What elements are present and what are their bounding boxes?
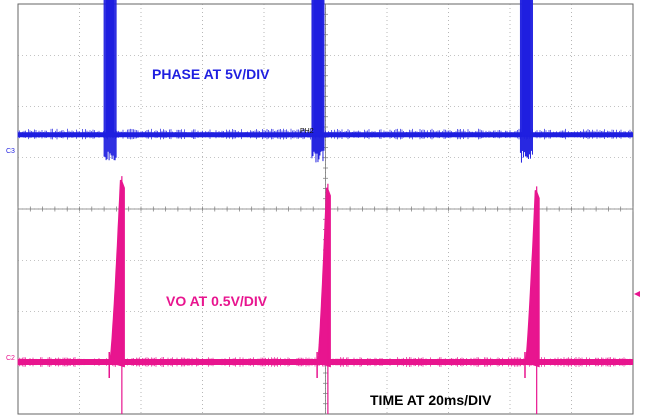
channel-marker-phase: C3: [6, 148, 15, 155]
vo-ramp: [524, 189, 540, 368]
vo-scale-label: VO AT 0.5V/DIV: [166, 293, 268, 309]
time-scale-label: TIME AT 20ms/DIV: [370, 392, 492, 408]
cursor-marker-ph2: PH2: [300, 128, 314, 135]
traces: [17, 0, 633, 414]
vo-ramp: [109, 179, 125, 368]
channel-marker-vo: C2: [6, 355, 15, 362]
trigger-level-marker: [634, 291, 640, 297]
vo-ramp: [316, 187, 331, 368]
phase-scale-label: PHASE AT 5V/DIV: [152, 66, 270, 82]
